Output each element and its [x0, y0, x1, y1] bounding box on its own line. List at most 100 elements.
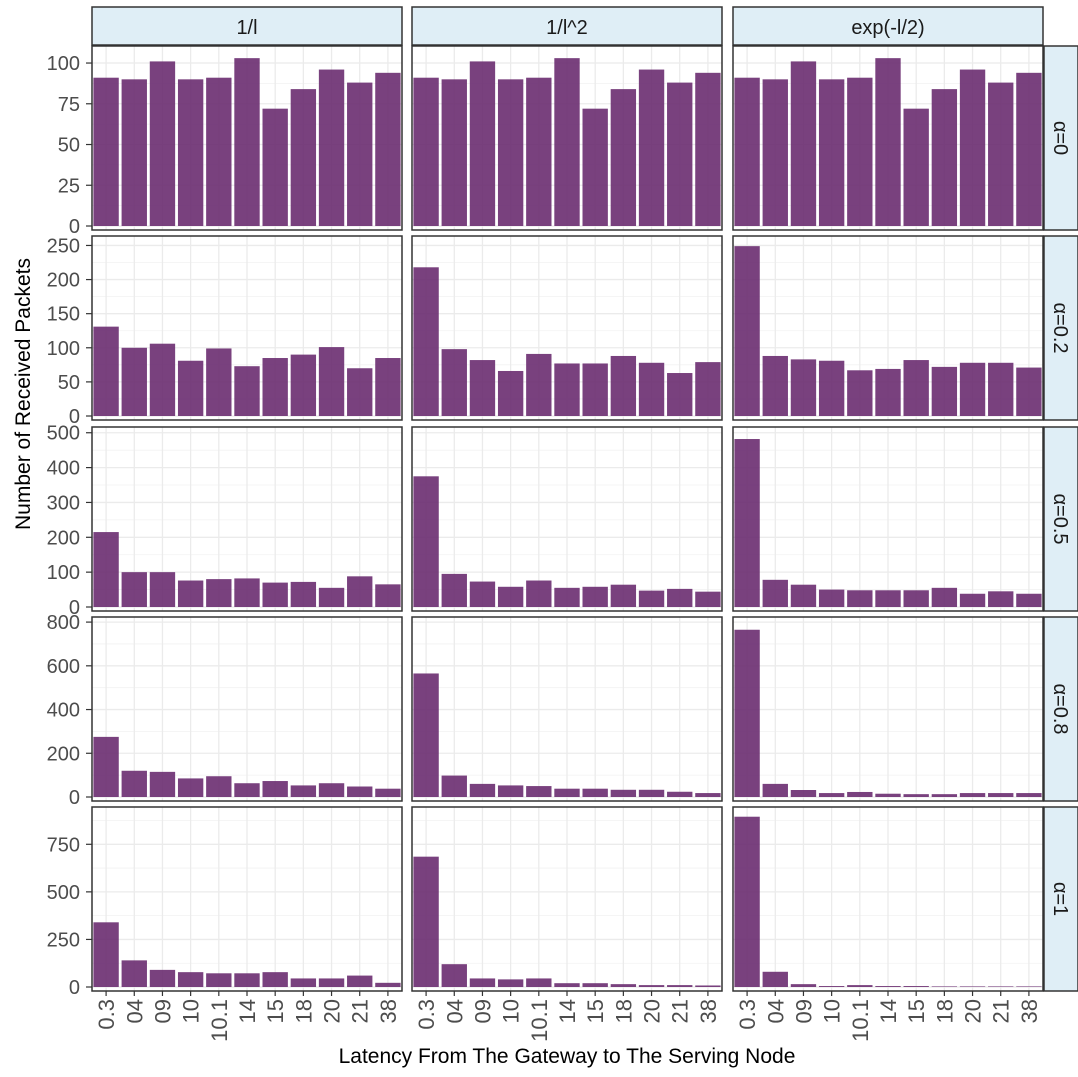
- bar: [441, 775, 467, 797]
- bar: [734, 439, 760, 607]
- y-tick-label: 200: [47, 527, 80, 549]
- x-tick-label: 15: [583, 999, 608, 1023]
- bar: [847, 77, 873, 226]
- bar: [554, 363, 580, 416]
- panel: [411, 45, 723, 231]
- x-tick-label: 14: [235, 999, 260, 1023]
- panel: [91, 45, 403, 231]
- bar: [667, 588, 693, 607]
- bar: [413, 267, 439, 416]
- x-axis-title: Latency From The Gateway to The Serving …: [339, 1045, 796, 1068]
- y-tick-label: 100: [47, 53, 80, 75]
- bar: [695, 591, 721, 607]
- bar: [318, 587, 345, 607]
- bar: [121, 960, 147, 987]
- x-tick-label: 18: [932, 999, 957, 1023]
- column-strip: [91, 6, 403, 46]
- bar: [206, 579, 232, 607]
- bar: [206, 973, 232, 987]
- x-axes: 0.3 04 09 10 10.1 14 15 18 20 21 38 0.3 04 09 10 10.1 14…: [94, 991, 1042, 1042]
- y-tick-label: 75: [58, 94, 80, 116]
- bar: [441, 964, 467, 987]
- bar: [497, 586, 524, 607]
- bar: [582, 363, 608, 416]
- bar: [903, 108, 929, 226]
- chart-panels: [91, 45, 1044, 992]
- bar: [903, 794, 929, 797]
- row-strip: [1043, 806, 1078, 992]
- bar: [441, 79, 467, 226]
- bar: [847, 370, 873, 416]
- bar: [790, 790, 817, 797]
- bar: [988, 362, 1014, 416]
- bar: [347, 786, 373, 797]
- bar: [290, 581, 317, 607]
- y-tick-label: 500: [47, 423, 80, 445]
- bar: [149, 969, 176, 987]
- bar: [762, 579, 788, 607]
- bar: [610, 789, 637, 797]
- bar: [206, 348, 232, 416]
- bar: [93, 532, 119, 607]
- x-tick-label: 10: [179, 999, 204, 1023]
- y-tick-label: 0: [69, 406, 80, 428]
- panel: [411, 616, 723, 802]
- bar: [667, 985, 693, 987]
- bar: [413, 673, 439, 797]
- panel: [732, 426, 1044, 612]
- y-tick-label: 800: [47, 612, 80, 634]
- bar: [610, 984, 637, 987]
- x-tick-label: 0.3: [414, 999, 439, 1030]
- x-tick-label: 10.1: [848, 999, 873, 1042]
- y-tick-label: 50: [58, 135, 80, 157]
- bar: [413, 476, 439, 607]
- bar: [234, 973, 260, 987]
- bar: [469, 783, 496, 797]
- bar: [554, 58, 580, 226]
- x-tick-label: 38: [376, 999, 401, 1023]
- bar: [121, 770, 147, 797]
- x-tick-label: 04: [763, 999, 788, 1023]
- bar: [149, 343, 176, 416]
- y-tick-label: 100: [47, 562, 80, 584]
- bar: [667, 791, 693, 797]
- bar: [318, 783, 345, 797]
- bar: [206, 776, 232, 797]
- bar: [818, 793, 845, 797]
- bar: [318, 978, 345, 987]
- y-tick-label: 0: [69, 597, 80, 619]
- x-tick-label: 09: [791, 999, 816, 1023]
- bar: [931, 89, 958, 226]
- panel-border: [411, 426, 723, 612]
- bar: [177, 79, 204, 226]
- bar: [638, 69, 665, 226]
- panel-border: [411, 45, 723, 231]
- bar: [582, 108, 608, 226]
- x-tick-label: 04: [442, 999, 467, 1023]
- bar: [375, 982, 401, 987]
- bar: [610, 89, 637, 226]
- bar: [347, 975, 373, 987]
- bar: [375, 72, 401, 226]
- x-tick-label: 0.3: [735, 999, 760, 1030]
- panel-border: [732, 616, 1044, 802]
- bar: [149, 61, 176, 226]
- bar: [290, 89, 317, 226]
- bar: [347, 82, 373, 226]
- bar: [847, 590, 873, 607]
- bar: [610, 584, 637, 607]
- bar: [441, 349, 467, 416]
- bar: [903, 986, 929, 987]
- bar: [347, 576, 373, 607]
- y-tick-label: 150: [47, 304, 80, 326]
- bar: [93, 736, 119, 797]
- panel-border: [91, 235, 403, 421]
- bar: [526, 77, 552, 226]
- column-strip: [411, 6, 723, 46]
- bar: [638, 362, 665, 416]
- panel: [411, 426, 723, 612]
- x-tick-label: 20: [961, 999, 986, 1023]
- row-strips: α=0 α=0.2 α=0.5 α=0.8 α=1: [1043, 45, 1078, 992]
- bar: [93, 77, 119, 226]
- bar: [177, 360, 204, 416]
